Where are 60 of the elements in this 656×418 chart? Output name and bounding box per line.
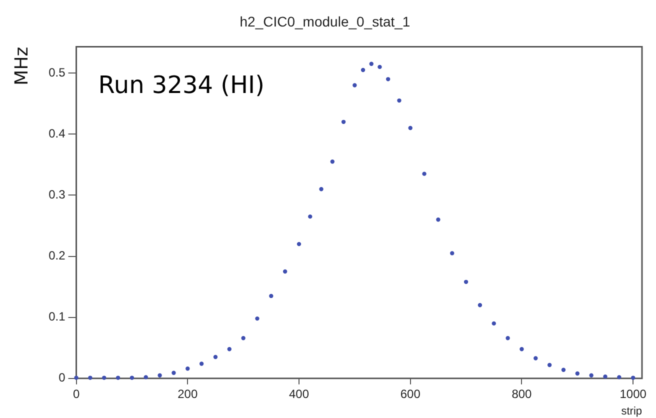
x-tick-label: 400	[288, 386, 310, 401]
point	[397, 98, 402, 103]
point	[186, 366, 190, 371]
point	[74, 376, 78, 380]
point	[378, 64, 382, 70]
y-tick-label: 0.1	[48, 310, 66, 324]
point	[547, 362, 552, 368]
point	[450, 251, 454, 256]
point	[360, 68, 366, 72]
x-tick-label: 200	[178, 386, 198, 401]
point	[269, 294, 274, 298]
point	[492, 321, 496, 326]
annotation: Run 3234 (HI)	[98, 71, 264, 100]
point	[102, 376, 106, 380]
y-tick-label: 0.4	[48, 126, 66, 140]
point	[116, 376, 120, 380]
point	[319, 186, 324, 192]
point	[575, 371, 580, 376]
point	[255, 316, 260, 321]
point	[369, 62, 374, 66]
y-tick-label: 0.2	[48, 248, 66, 263]
x-tick-label: 800	[512, 386, 532, 401]
y-axis-title: MHz	[11, 46, 32, 86]
chart-title: h2_CIC0_module_0_stat_1	[240, 13, 410, 30]
point	[561, 368, 566, 372]
point	[227, 346, 232, 352]
x-tick-label: 1000	[620, 386, 647, 401]
point	[520, 346, 524, 352]
point	[172, 370, 176, 376]
point	[158, 373, 162, 378]
point	[296, 242, 302, 246]
point	[534, 356, 538, 360]
point	[617, 375, 622, 380]
point	[241, 336, 246, 340]
point	[213, 354, 218, 360]
point	[308, 214, 312, 219]
point	[88, 376, 92, 380]
point	[144, 375, 148, 380]
x-tick-label: 0	[72, 386, 80, 401]
point	[603, 374, 608, 379]
point	[130, 376, 134, 380]
point	[330, 160, 335, 164]
y-tick-label: 0.3	[48, 188, 66, 202]
x-axis-title: strip	[621, 405, 642, 418]
point	[422, 172, 426, 176]
point	[478, 303, 482, 308]
point	[352, 83, 357, 88]
point	[341, 120, 346, 124]
point	[436, 218, 440, 222]
y-tick-label: 0.5	[48, 65, 66, 80]
point	[282, 269, 288, 274]
point	[506, 336, 510, 340]
point	[408, 126, 412, 130]
point	[199, 362, 204, 366]
point	[589, 373, 594, 378]
x-tick-label: 600	[400, 386, 421, 401]
y-tick-label: 0	[58, 370, 66, 385]
point	[386, 77, 390, 82]
point	[630, 376, 636, 380]
point	[464, 280, 468, 284]
